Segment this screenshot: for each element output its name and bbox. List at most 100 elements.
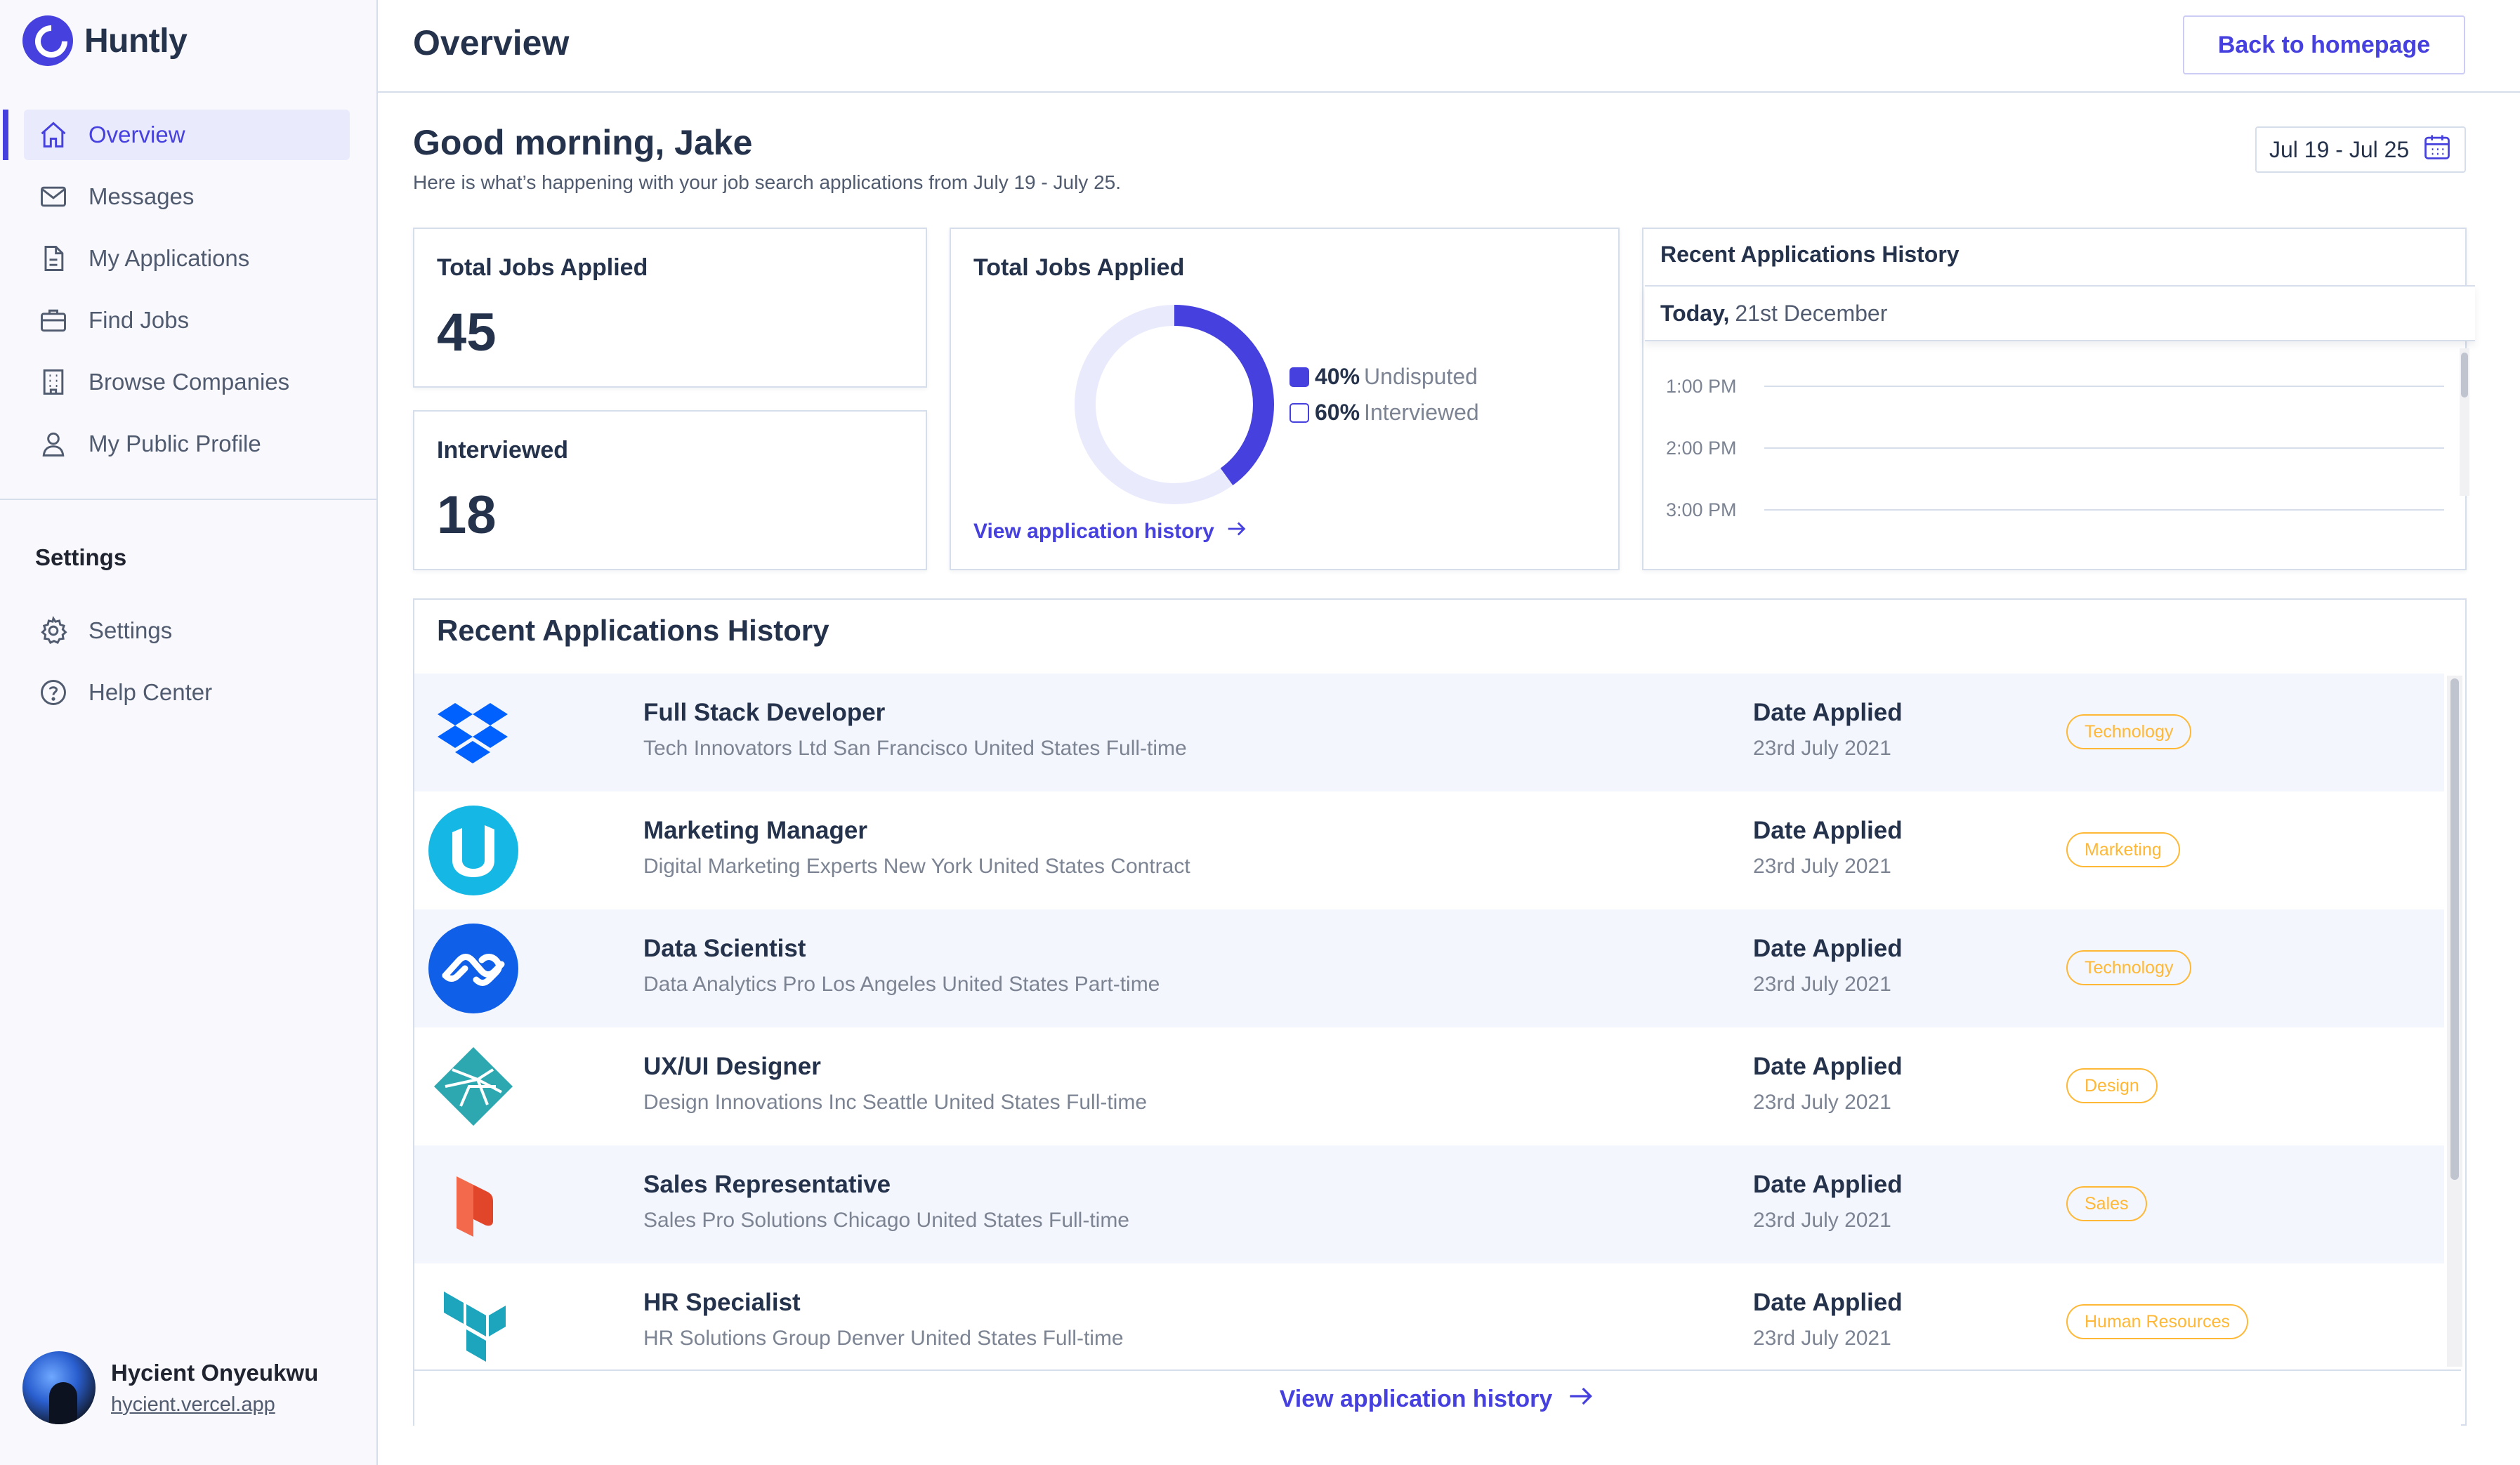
date-applied-value: 23rd July 2021 xyxy=(1753,1209,1891,1232)
date-applied-value: 23rd July 2021 xyxy=(1753,737,1891,760)
applications-list: Full Stack Developer Tech Innovators Ltd… xyxy=(414,674,2444,1381)
list-item[interactable]: UX/UI Designer Design Innovations Inc Se… xyxy=(414,1027,2444,1145)
huntly-logo-icon xyxy=(22,15,73,66)
arrow-right-icon xyxy=(1224,517,1248,546)
greeting-title: Good morning, Jake xyxy=(413,123,753,162)
date-applied-value: 23rd July 2021 xyxy=(1753,855,1891,878)
job-title: Sales Representative xyxy=(643,1171,891,1198)
time-line xyxy=(1764,509,2444,511)
sidebar-item-label: Browse Companies xyxy=(88,369,290,395)
time-slot[interactable]: 1:00 PM xyxy=(1666,372,2444,400)
total-jobs-card: Total Jobs Applied 45 xyxy=(413,228,927,388)
sidebar-item-label: Find Jobs xyxy=(88,307,190,333)
sidebar-item-settings[interactable]: Settings xyxy=(24,605,350,656)
list-item[interactable]: Data Scientist Data Analytics Pro Los An… xyxy=(414,909,2444,1027)
time-slot[interactable]: 3:00 PM xyxy=(1666,496,2444,524)
time-line xyxy=(1764,386,2444,387)
job-title: Full Stack Developer xyxy=(643,699,886,726)
date-range-picker[interactable]: Jul 19 - Jul 25 xyxy=(2255,126,2466,173)
job-meta: Design Innovations Inc Seattle United St… xyxy=(643,1091,1148,1114)
date-applied-value: 23rd July 2021 xyxy=(1753,973,1891,996)
page-title: Overview xyxy=(413,23,570,63)
packer-logo-icon xyxy=(428,1159,518,1249)
settings-section-title: Settings xyxy=(35,544,127,570)
home-icon xyxy=(38,119,69,150)
sidebar-item-label: Help Center xyxy=(88,679,213,705)
legend-label: Undisputed xyxy=(1364,364,1478,389)
calendar-icon xyxy=(2422,131,2453,168)
date-applied-label: Date Applied xyxy=(1753,1053,1903,1080)
top-bar: Overview Back to homepage xyxy=(378,0,2520,93)
sidebar-item-find-jobs[interactable]: Find Jobs xyxy=(24,295,350,346)
date-applied-value: 23rd July 2021 xyxy=(1753,1091,1891,1114)
category-badge: Design xyxy=(2066,1068,2158,1103)
main-nav: Overview Messages My Applications Find J… xyxy=(0,110,378,480)
legend-item-interviewed: 60% Interviewed xyxy=(1289,400,1479,426)
sidebar-item-my-public-profile[interactable]: My Public Profile xyxy=(24,419,350,469)
view-all-history-label: View application history xyxy=(1279,1385,1553,1412)
scrollbar-thumb[interactable] xyxy=(2450,678,2459,1180)
job-meta: Data Analytics Pro Los Angeles United St… xyxy=(643,973,1160,996)
applications-list-card: Recent Applications History Full Stack D… xyxy=(413,598,2467,1427)
list-item[interactable]: Sales Representative Sales Pro Solutions… xyxy=(414,1145,2444,1263)
legend-swatch xyxy=(1289,367,1309,387)
document-icon xyxy=(38,243,69,274)
help-circle-icon xyxy=(38,677,69,708)
settings-nav: Settings Help Center xyxy=(0,605,378,729)
time-slot[interactable]: 2:00 PM xyxy=(1666,434,2444,462)
scrollbar-thumb[interactable] xyxy=(2461,353,2468,398)
view-history-label: View application history xyxy=(973,520,1214,543)
sidebar-item-label: Messages xyxy=(88,183,195,209)
brand-name: Huntly xyxy=(84,22,188,60)
jobs-chart-card: Total Jobs Applied 40% Undisputed 60% In… xyxy=(950,228,1620,570)
category-badge: Marketing xyxy=(2066,832,2180,867)
user-icon xyxy=(38,428,69,459)
time-label: 2:00 PM xyxy=(1666,437,1737,459)
profile-name: Hycient Onyeukwu xyxy=(111,1359,319,1386)
date-applied-label: Date Applied xyxy=(1753,1289,1903,1316)
view-all-history-link[interactable]: View application history xyxy=(414,1369,2461,1427)
list-item[interactable]: Marketing Manager Digital Marketing Expe… xyxy=(414,791,2444,909)
user-profile[interactable]: Hycient Onyeukwu hycient.vercel.app xyxy=(22,1351,318,1424)
building-icon xyxy=(38,367,69,398)
category-badge: Sales xyxy=(2066,1186,2147,1221)
profile-link[interactable]: hycient.vercel.app xyxy=(111,1393,275,1416)
avatar[interactable] xyxy=(22,1351,96,1424)
mail-icon xyxy=(38,181,69,212)
link-logo-icon xyxy=(428,924,518,1013)
chart-legend: 40% Undisputed 60% Interviewed xyxy=(1289,364,1479,435)
job-meta: HR Solutions Group Denver United States … xyxy=(643,1327,1124,1350)
job-title: UX/UI Designer xyxy=(643,1053,821,1080)
date-applied-label: Date Applied xyxy=(1753,1171,1903,1198)
brand[interactable]: Huntly xyxy=(22,15,188,66)
chart-title: Total Jobs Applied xyxy=(973,254,1185,281)
sidebar-divider xyxy=(0,499,376,500)
list-scrollbar[interactable] xyxy=(2447,676,2462,1367)
category-badge: Technology xyxy=(2066,714,2192,749)
view-history-link[interactable]: View application history xyxy=(973,517,1248,546)
today-date: 21st December xyxy=(1735,300,1888,326)
gear-icon xyxy=(38,615,69,646)
job-title: HR Specialist xyxy=(643,1289,801,1316)
list-item[interactable]: HR Specialist HR Solutions Group Denver … xyxy=(414,1263,2444,1381)
applications-title: Recent Applications History xyxy=(437,614,829,647)
category-badge: Human Resources xyxy=(2066,1304,2249,1339)
interviewed-card: Interviewed 18 xyxy=(413,410,927,570)
sidebar-item-help-center[interactable]: Help Center xyxy=(24,667,350,718)
list-item[interactable]: Full Stack Developer Tech Innovators Ltd… xyxy=(414,674,2444,791)
arrow-right-icon xyxy=(1565,1381,1596,1418)
time-label: 1:00 PM xyxy=(1666,375,1737,397)
schedule-scrollbar[interactable] xyxy=(2460,348,2469,496)
sidebar-item-browse-companies[interactable]: Browse Companies xyxy=(24,357,350,407)
greeting-subtitle: Here is what’s happening with your job s… xyxy=(413,171,1121,193)
sidebar-item-my-applications[interactable]: My Applications xyxy=(24,233,350,284)
interviewed-value: 18 xyxy=(437,485,497,545)
donut-slice-undisputed xyxy=(1075,305,1274,504)
legend-swatch xyxy=(1289,402,1309,423)
sidebar-item-overview[interactable]: Overview xyxy=(3,110,350,160)
back-to-homepage-button[interactable]: Back to homepage xyxy=(2183,15,2465,74)
donut-chart xyxy=(1075,305,1274,504)
dropbox-logo-icon xyxy=(428,688,518,777)
sidebar-item-messages[interactable]: Messages xyxy=(24,171,350,222)
netlify-logo-icon xyxy=(428,1042,518,1131)
